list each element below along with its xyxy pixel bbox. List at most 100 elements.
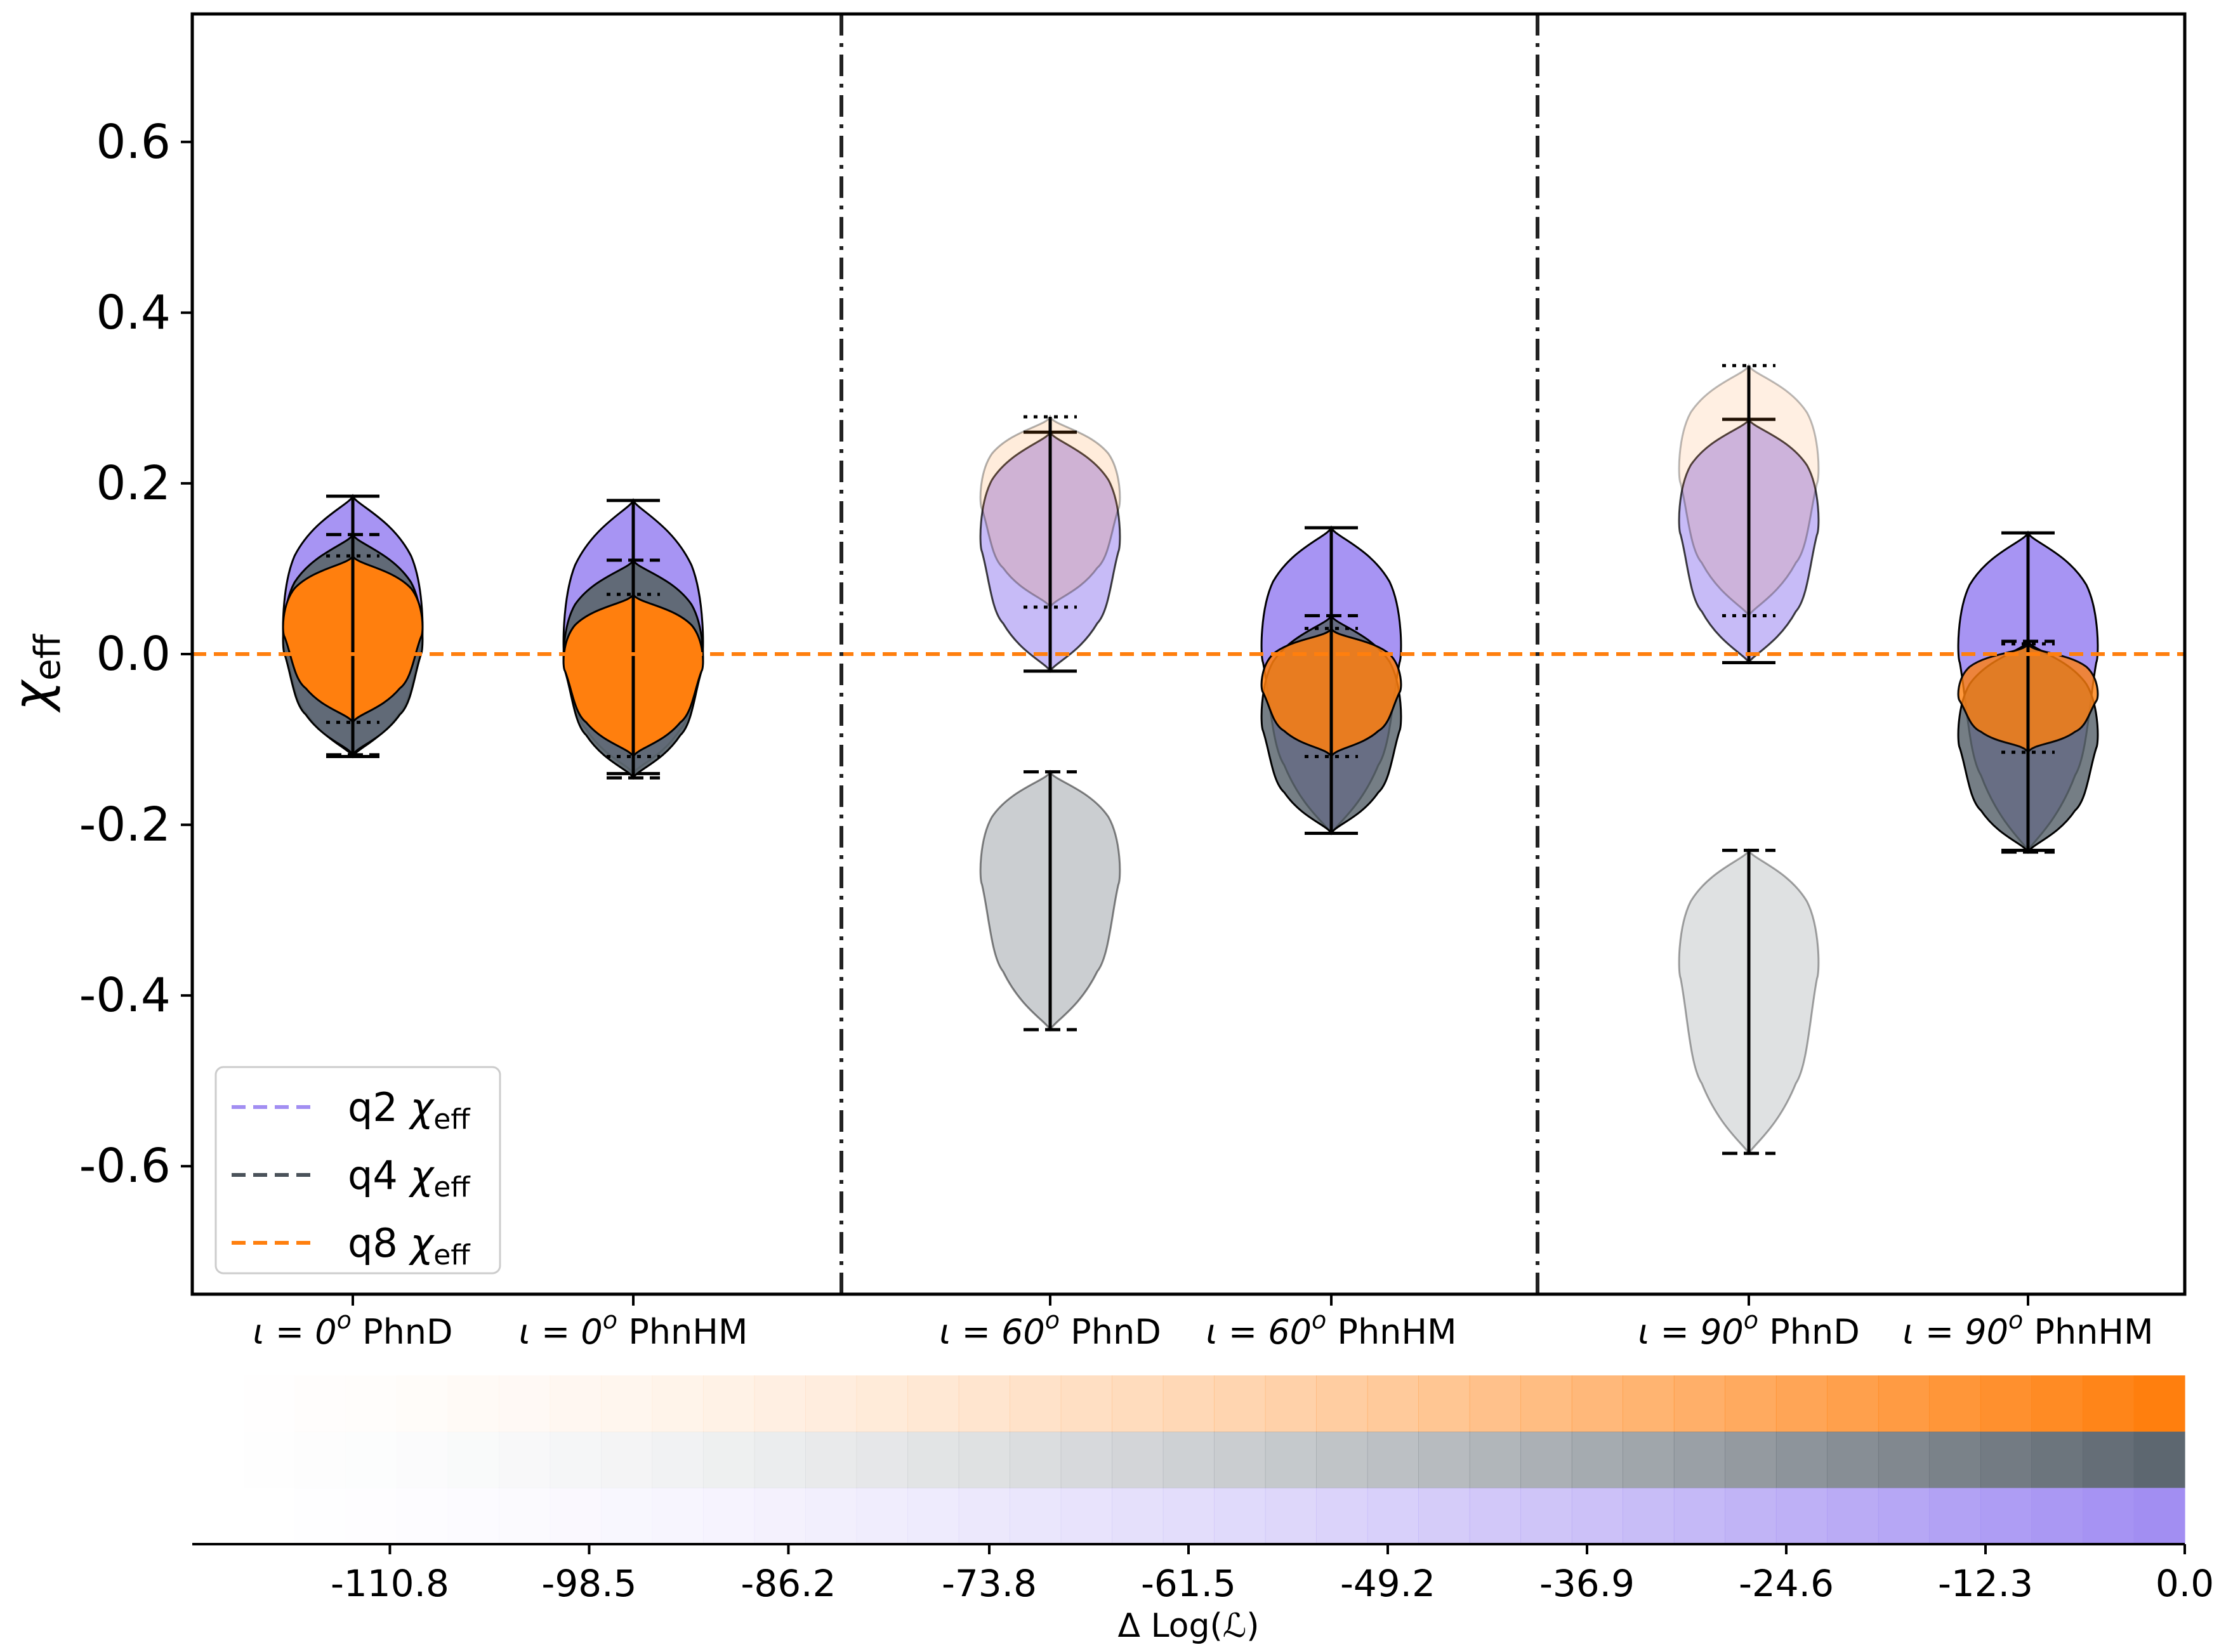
colorbar-cell-1-28 (1623, 1431, 1675, 1488)
colorbar-cell-0-1 (244, 1375, 295, 1432)
colorbar-tick-label-0: -110.8 (331, 1562, 449, 1605)
colorbar-cell-0-35 (1980, 1375, 2032, 1432)
colorbar-cell-1-22 (1316, 1431, 1368, 1488)
x-tick-label-3: ι = 60o PhnHM (1206, 1306, 1456, 1352)
colorbar-cell-2-1 (244, 1488, 295, 1544)
x-tick-label-2: ι = 60o PhnD (939, 1306, 1161, 1352)
x-tick-label-4: ι = 90o PhnD (1638, 1306, 1860, 1352)
x-tick-label-model-2: PhnD (1060, 1312, 1161, 1352)
colorbar-cell-2-19 (1162, 1488, 1215, 1545)
x-tick-label-sup-2: o (1045, 1306, 1060, 1334)
colorbar-cell-0-28 (1623, 1375, 1675, 1432)
x-tick-label-sup-3: o (1312, 1306, 1326, 1334)
y-axis-label: χeff (3, 633, 69, 713)
colorbar-cell-0-37 (2082, 1375, 2135, 1432)
colorbar-tick-label-8: -12.3 (1938, 1562, 2033, 1605)
colorbar-cell-0-11 (754, 1375, 806, 1432)
x-tick-label-iota-1: ι = 0 (519, 1312, 603, 1352)
colorbar-cell-2-21 (1265, 1488, 1317, 1545)
colorbar-cell-2-26 (1520, 1488, 1572, 1545)
legend-label-q2: q2 χeff (348, 1084, 471, 1136)
colorbar-cell-2-3 (346, 1488, 397, 1544)
colorbar-cell-2-31 (1775, 1488, 1828, 1545)
colorbar-cell-1-17 (1060, 1431, 1112, 1488)
colorbar-cell-0-36 (2031, 1375, 2083, 1432)
legend-label-sub-q4: eff (433, 1171, 471, 1203)
x-tick-label-model-3: PhnHM (1326, 1312, 1456, 1352)
colorbar: -110.8 -98.5 -86.2 -73.8 -61.5 -49.2 -36.9 -24.… (192, 1375, 2214, 1645)
x-tick-label-1: ι = 0o PhnHM (519, 1306, 748, 1352)
colorbar-cell-0-18 (1112, 1375, 1164, 1432)
colorbar-cell-1-9 (652, 1431, 704, 1488)
colorbar-cell-0-30 (1725, 1375, 1777, 1432)
colorbar-tick-label-5: -49.2 (1340, 1562, 1435, 1605)
colorbar-cell-2-30 (1725, 1488, 1777, 1545)
colorbar-cell-1-0 (192, 1432, 244, 1488)
colorbar-cell-2-16 (1010, 1488, 1062, 1545)
x-tick-label-sup-5: o (2008, 1306, 2023, 1334)
legend-label-sub-q2: eff (433, 1103, 471, 1136)
violins-layer (282, 363, 2099, 1156)
colorbar-cell-0-26 (1520, 1375, 1572, 1432)
y-tick-label-2: 0.2 (96, 456, 171, 511)
colorbar-cell-1-15 (958, 1431, 1010, 1488)
group-separators-layer (840, 14, 1539, 1294)
legend-label-symbol-q8: χ (398, 1220, 435, 1266)
colorbar-cell-0-3 (346, 1375, 397, 1432)
colorbar-cell-1-14 (907, 1431, 959, 1488)
colorbar-cell-0-23 (1367, 1375, 1419, 1432)
colorbar-cell-0-17 (1060, 1375, 1112, 1432)
colorbar-tick-label-6: -36.9 (1539, 1562, 1635, 1605)
colorbar-cell-0-22 (1316, 1375, 1368, 1432)
x-tick-label-sup-4: o (1744, 1306, 1758, 1334)
colorbar-cell-0-25 (1469, 1375, 1521, 1432)
colorbar-cell-0-19 (1162, 1375, 1215, 1432)
legend-label-symbol-q4: χ (398, 1152, 435, 1198)
colorbar-cell-2-27 (1571, 1488, 1623, 1545)
colorbar-tick-label-4: -61.5 (1141, 1562, 1236, 1605)
legend-label-symbol-q2: χ (398, 1084, 435, 1131)
colorbar-cell-0-13 (856, 1375, 908, 1432)
colorbar-cell-1-4 (397, 1432, 448, 1488)
colorbar-cell-0-0 (192, 1375, 244, 1432)
colorbar-cell-1-30 (1725, 1431, 1777, 1488)
colorbar-cell-0-33 (1878, 1375, 1930, 1432)
colorbar-cell-0-38 (2133, 1375, 2185, 1432)
colorbar-cell-2-35 (1980, 1488, 2032, 1545)
colorbar-cell-0-21 (1265, 1375, 1317, 1432)
colorbar-cell-1-26 (1520, 1431, 1572, 1488)
legend-label-name-q4: q4 (348, 1152, 398, 1198)
colorbar-cell-2-6 (499, 1488, 551, 1545)
colorbar-cell-1-34 (1929, 1431, 1981, 1488)
colorbar-cell-0-24 (1418, 1375, 1470, 1432)
colorbar-cell-2-14 (907, 1488, 959, 1545)
colorbar-cell-2-17 (1060, 1488, 1112, 1545)
colorbar-cell-2-22 (1316, 1488, 1368, 1545)
colorbar-cell-1-21 (1265, 1431, 1317, 1488)
colorbar-cell-2-33 (1878, 1488, 1930, 1545)
x-tick-label-sup-0: o (337, 1306, 352, 1334)
x-tick-label-iota-4: ι = 90 (1638, 1312, 1744, 1352)
colorbar-cell-2-28 (1623, 1488, 1675, 1545)
x-tick-label-iota-3: ι = 60 (1206, 1312, 1312, 1352)
colorbar-cell-2-32 (1827, 1488, 1879, 1545)
x-tick-label-5: ι = 90o PhnHM (1902, 1306, 2153, 1352)
x-tick-label-iota-2: ι = 60 (939, 1312, 1045, 1352)
colorbar-cell-1-5 (448, 1432, 499, 1488)
colorbar-cell-1-13 (856, 1431, 908, 1488)
colorbar-cell-2-24 (1418, 1488, 1470, 1545)
colorbar-cell-1-29 (1673, 1431, 1725, 1488)
y-axis-label-subscript: eff (27, 633, 69, 680)
colorbar-cell-1-38 (2133, 1431, 2185, 1488)
colorbar-cell-1-18 (1112, 1431, 1164, 1488)
colorbar-cell-1-24 (1418, 1431, 1470, 1488)
colorbar-cell-0-10 (703, 1375, 755, 1432)
y-tick-label-4: -0.2 (79, 797, 171, 852)
colorbar-cell-0-27 (1571, 1375, 1623, 1432)
colorbar-cell-2-0 (192, 1488, 244, 1544)
x-tick-label-sup-1: o (603, 1306, 617, 1334)
colorbar-cell-2-13 (856, 1488, 908, 1545)
colorbar-cell-1-1 (244, 1432, 295, 1488)
colorbar-cell-2-37 (2082, 1488, 2135, 1545)
